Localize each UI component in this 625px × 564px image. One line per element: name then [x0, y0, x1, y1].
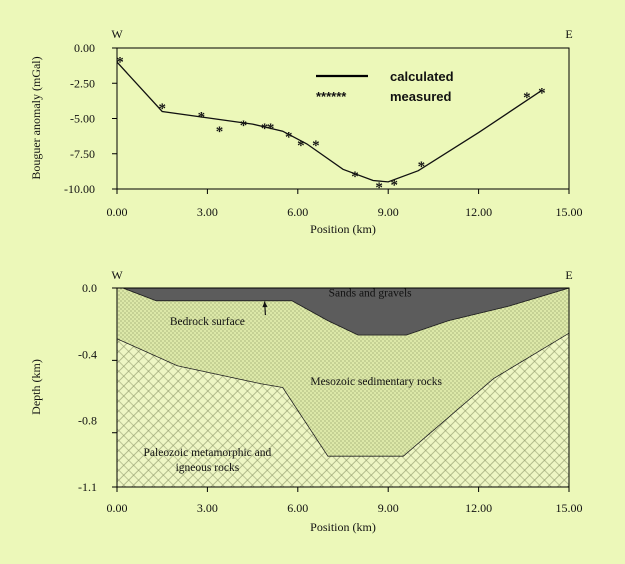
- anomaly-east-label: E: [565, 27, 572, 41]
- section-ytick-label: -0.8: [78, 414, 97, 428]
- section-east-label: E: [565, 268, 572, 282]
- geologic-layers: [116, 287, 570, 487]
- section-ytick-label: -1.1: [78, 480, 97, 494]
- anomaly-x-axis-title: Position (km): [310, 222, 376, 236]
- section-labels: Paleozoic metamorphic and igneous rocks Me…: [144, 288, 443, 475]
- measured-point: *: [285, 129, 293, 145]
- anomaly-xtick-label: 0.00: [107, 205, 128, 219]
- anomaly-y-axis-title: Bouguer anomaly (mGal): [29, 56, 43, 179]
- anomaly-xtick-label: 6.00: [287, 205, 308, 219]
- section-tick-marks: [112, 287, 570, 492]
- section-xtick-label: 0.00: [107, 501, 128, 515]
- paleozoic-rocks-label: Paleozoic metamorphic and: [144, 447, 272, 459]
- measured-point: *: [351, 169, 359, 185]
- measured-point: *: [523, 90, 531, 106]
- measured-point: *: [297, 138, 305, 154]
- anomaly-y-ticks: 0.00 -2.50 -5.00 -7.50 -10.00: [64, 41, 95, 196]
- measured-point: *: [261, 121, 269, 137]
- section-y-ticks: 0.0 -0.4 -0.8 -1.1: [78, 281, 97, 494]
- section-x-ticks: 0.00 3.00 6.00 9.00 12.00 15.00: [107, 501, 583, 515]
- bedrock-surface-arrowhead: [262, 301, 268, 308]
- anomaly-chart: 0.00 -2.50 -5.00 -7.50 -10.00 0.00 3.00 …: [29, 27, 583, 236]
- measured-point: *: [267, 121, 275, 137]
- measured-point: *: [538, 86, 546, 102]
- measured-point: *: [312, 138, 320, 154]
- anomaly-plot-frame: [116, 47, 570, 190]
- section-ytick-label: -0.4: [78, 347, 97, 361]
- legend-asterisk-swatch: ******: [316, 89, 347, 104]
- anomaly-x-ticks: 0.00 3.00 6.00 9.00 12.00 15.00: [107, 205, 583, 219]
- section-xtick-label: 15.00: [556, 501, 583, 515]
- section-y-axis-title: Depth (km): [29, 359, 43, 415]
- measured-point: *: [418, 159, 426, 175]
- section-xtick-label: 3.00: [197, 501, 218, 515]
- anomaly-xtick-label: 15.00: [556, 205, 583, 219]
- anomaly-xtick-label: 9.00: [378, 205, 399, 219]
- section-xtick-label: 12.00: [465, 501, 492, 515]
- measured-point: *: [375, 180, 383, 196]
- calculated-anomaly-line: [116, 61, 543, 183]
- legend: calculated ****** measured: [316, 69, 454, 104]
- anomaly-ytick-label: -10.00: [64, 182, 95, 196]
- bedrock-surface-label: Bedrock surface: [170, 316, 245, 328]
- measured-point: *: [390, 177, 398, 193]
- measured-point: *: [216, 124, 224, 140]
- anomaly-ytick-label: -2.50: [70, 76, 95, 90]
- anomaly-xtick-label: 12.00: [465, 205, 492, 219]
- anomaly-west-label: W: [111, 27, 123, 41]
- mesozoic-sedimentary-rocks-label: Mesozoic sedimentary rocks: [310, 376, 442, 388]
- section-ytick-label: 0.0: [82, 281, 97, 295]
- legend-label-measured: measured: [390, 89, 451, 104]
- anomaly-ytick-label: -7.50: [70, 147, 95, 161]
- section-west-label: W: [111, 268, 123, 282]
- measured-point: *: [116, 55, 124, 71]
- depth-section-chart: 0.0 -0.4 -0.8 -1.1 0.00 3.00 6.00 9.00 1…: [29, 268, 583, 534]
- section-xtick-label: 9.00: [378, 501, 399, 515]
- paleozoic-rocks-label: igneous rocks: [176, 462, 240, 474]
- measured-point: *: [158, 101, 166, 117]
- layer-sands-and-gravels: [117, 287, 570, 336]
- section-xtick-label: 6.00: [287, 501, 308, 515]
- section-plot-frame: [116, 287, 570, 488]
- anomaly-series: **** * **** *** *** *: [116, 55, 545, 196]
- anomaly-ytick-label: -5.00: [70, 112, 95, 126]
- measured-point: *: [240, 118, 248, 134]
- section-x-axis-title: Position (km): [310, 520, 376, 534]
- anomaly-tick-marks: [112, 47, 570, 194]
- anomaly-xtick-label: 3.00: [197, 205, 218, 219]
- sands-and-gravels-label: Sands and gravels: [329, 288, 413, 300]
- legend-label-calculated: calculated: [390, 69, 454, 84]
- measured-point: *: [198, 110, 206, 126]
- anomaly-ytick-label: 0.00: [74, 41, 95, 55]
